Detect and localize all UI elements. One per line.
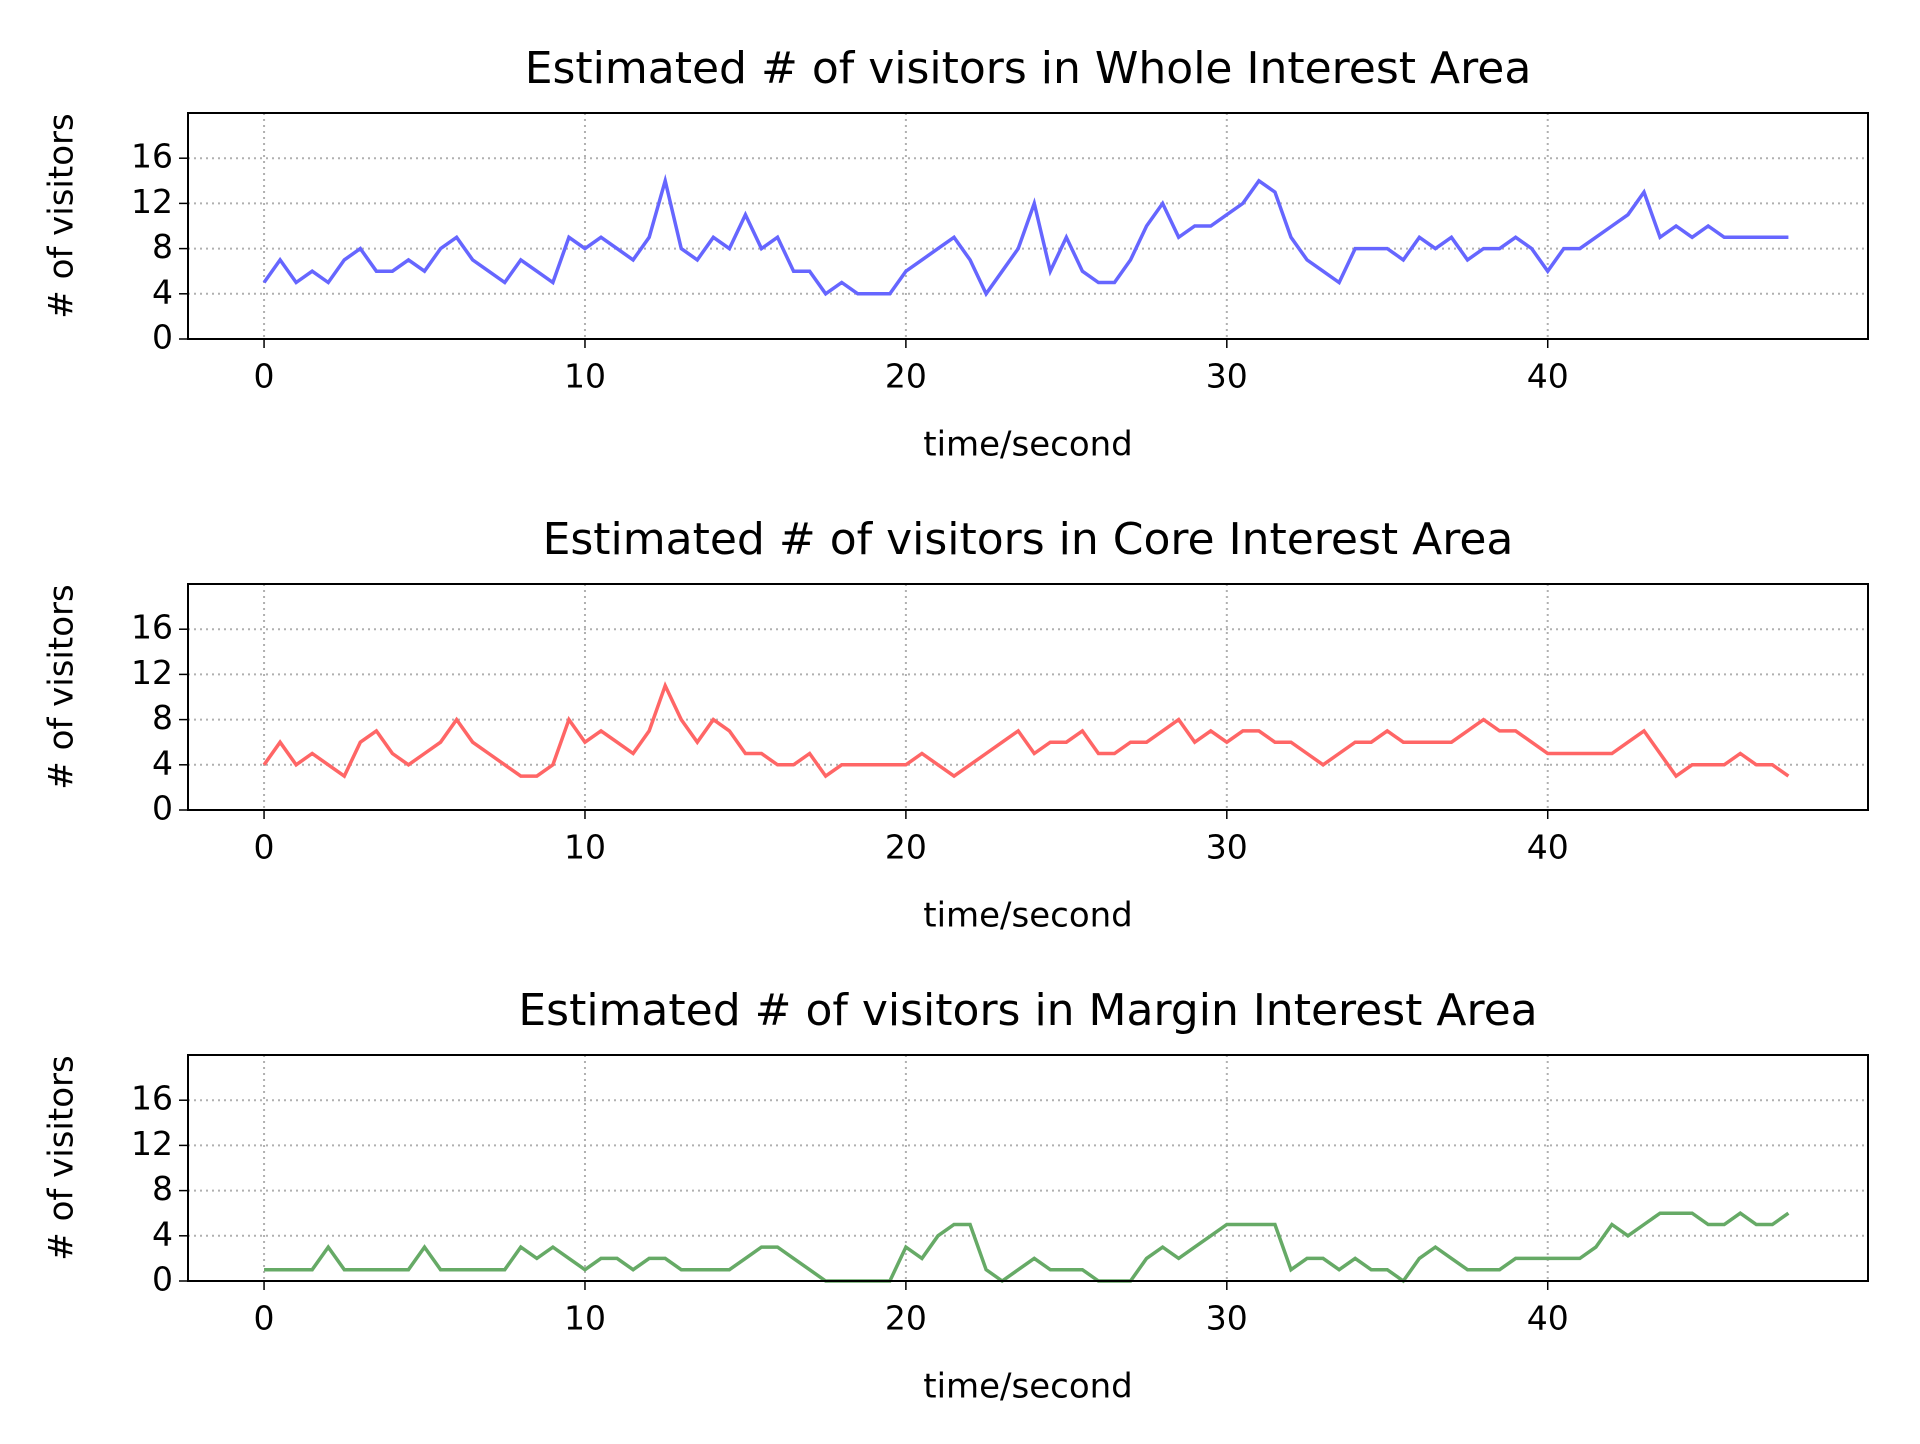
x-tick-label: 30 [1206,1299,1248,1338]
subplot-title: Estimated # of visitors in Margin Intere… [518,985,1537,1036]
x-tick-label: 30 [1206,357,1248,396]
axes-frame [187,1054,1869,1282]
data-line [262,173,1789,298]
x-tick-label: 40 [1527,1299,1569,1338]
y-tick-label: 0 [152,1260,173,1299]
subplot-title: Estimated # of visitors in Whole Interes… [525,43,1532,94]
y-tick-label: 12 [131,653,173,692]
subplot: Estimated # of visitors in Margin Intere… [42,985,1869,1407]
x-tick-label: 20 [885,1299,927,1338]
x-axis-label: time/second [923,425,1133,465]
x-tick-label: 40 [1527,828,1569,867]
x-tick-label: 0 [254,357,275,396]
y-tick-label: 8 [152,227,173,266]
y-tick-label: 12 [131,1124,173,1163]
y-axis-label: # of visitors [42,584,82,789]
y-tick-label: 4 [152,1214,173,1253]
y-tick-label: 4 [152,743,173,782]
axes-frame [187,583,1869,811]
axes-frame [187,112,1869,340]
x-tick-label: 20 [885,357,927,396]
x-tick-label: 0 [254,828,275,867]
y-axis-label: # of visitors [42,113,82,318]
data-line [262,681,1790,779]
x-tick-label: 10 [564,828,606,867]
x-tick-label: 30 [1206,828,1248,867]
data-line [264,1211,1790,1284]
x-tick-label: 0 [254,1299,275,1338]
y-tick-label: 16 [131,137,173,176]
y-tick-label: 8 [152,698,173,737]
y-tick-label: 16 [131,608,173,647]
x-tick-label: 20 [885,828,927,867]
x-tick-label: 10 [564,1299,606,1338]
y-axis-label: # of visitors [42,1055,82,1260]
y-tick-label: 0 [152,318,173,357]
y-tick-label: 8 [152,1169,173,1208]
y-tick-label: 16 [131,1079,173,1118]
y-tick-label: 0 [152,789,173,828]
y-tick-label: 4 [152,272,173,311]
subplot: Estimated # of visitors in Whole Interes… [42,43,1869,465]
x-axis-label: time/second [923,1367,1133,1407]
x-tick-label: 40 [1527,357,1569,396]
subplot: Estimated # of visitors in Core Interest… [42,514,1869,936]
y-tick-label: 12 [131,182,173,221]
x-axis-label: time/second [923,896,1133,936]
x-tick-label: 10 [564,357,606,396]
subplot-title: Estimated # of visitors in Core Interest… [543,514,1514,565]
